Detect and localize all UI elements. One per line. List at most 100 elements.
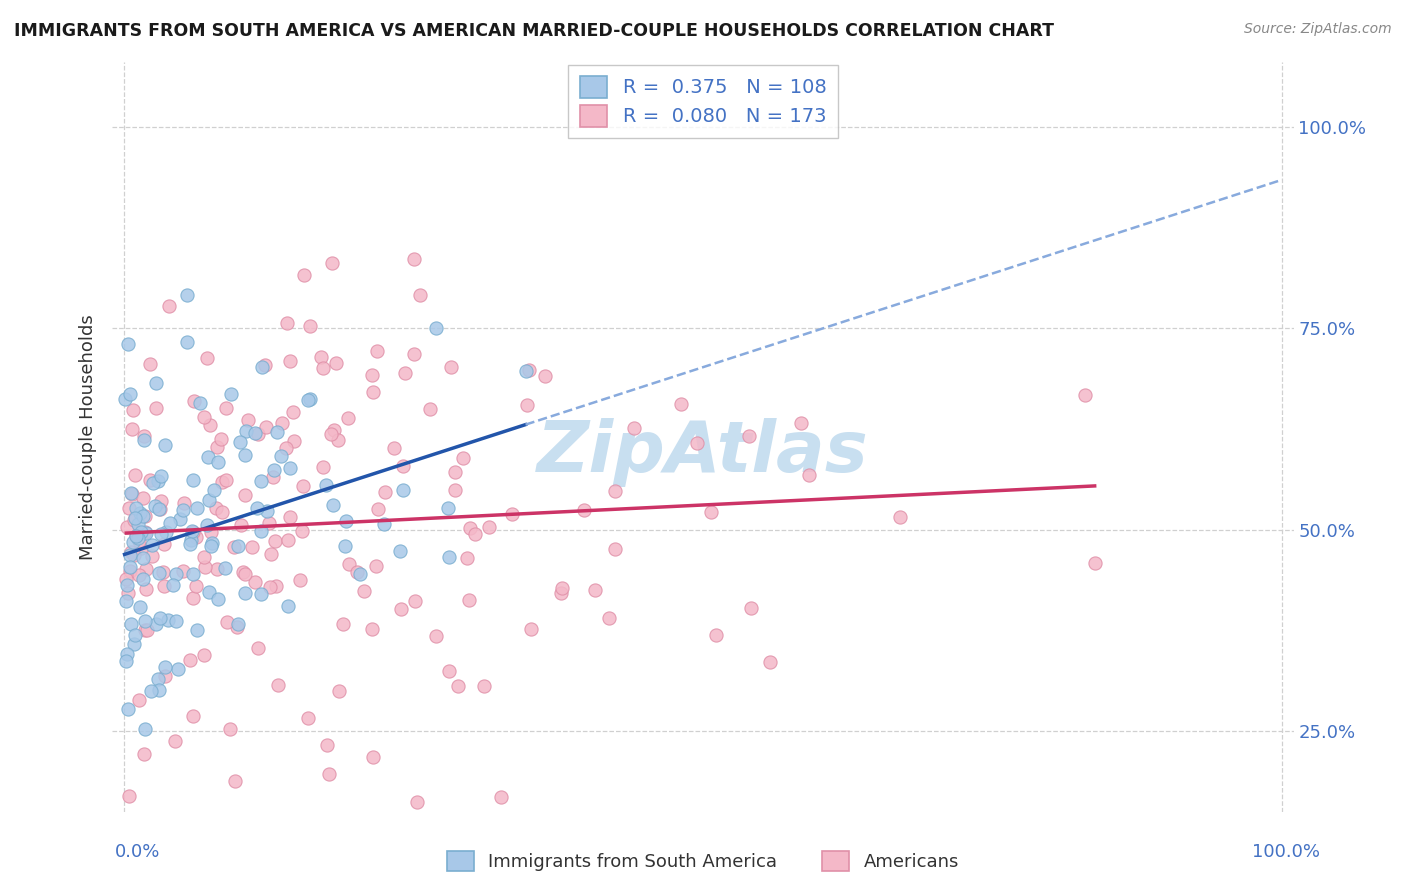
Point [270,449,292,463]
Point [366,343,388,358]
Point [583,583,606,598]
Point [131,524,153,539]
Point [292,268,315,282]
Point [219,722,242,736]
Point [444,465,467,479]
Point [669,397,692,411]
Legend: Immigrants from South America, Americans: Immigrants from South America, Americans [440,844,966,879]
Point [318,766,340,780]
Point [276,442,298,456]
Point [193,410,215,425]
Legend: R =  0.375   N = 108, R =  0.080   N = 173: R = 0.375 N = 108, R = 0.080 N = 173 [568,64,838,138]
Point [460,521,482,535]
Point [226,616,249,631]
Point [148,501,170,516]
Point [193,648,215,662]
Point [156,613,179,627]
Point [254,420,277,434]
Point [605,484,627,499]
Point [124,511,146,525]
Point [128,533,150,548]
Point [134,723,156,737]
Point [361,622,384,636]
Point [254,359,277,373]
Point [117,647,139,661]
Point [297,392,319,407]
Point [322,498,344,512]
Point [131,550,153,565]
Point [172,503,194,517]
Point [478,520,501,534]
Point [278,510,301,524]
Point [132,747,155,761]
Point [150,493,173,508]
Point [186,623,208,637]
Point [214,560,236,574]
Point [181,567,204,582]
Point [129,541,152,556]
Point [118,789,141,803]
Point [159,299,181,313]
Point [256,504,278,518]
Point [249,587,271,601]
Point [121,402,143,417]
Point [288,573,311,587]
Point [328,433,350,447]
Point [408,288,430,302]
Point [451,451,474,466]
Point [266,579,288,593]
Point [120,485,142,500]
Point [115,519,138,533]
Point [142,476,165,491]
Point [152,566,174,580]
Point [263,463,285,477]
Point [197,493,219,508]
Point [121,486,143,500]
Point [125,529,148,543]
Point [226,620,249,634]
Point [404,593,426,607]
Point [240,540,263,554]
Point [122,513,145,527]
Point [889,510,911,524]
Point [134,624,156,638]
Point [193,550,215,565]
Point [205,440,228,454]
Text: Source: ZipAtlas.com: Source: ZipAtlas.com [1244,22,1392,37]
Point [148,683,170,698]
Point [333,540,356,554]
Point [117,701,139,715]
Point [281,405,304,419]
Point [489,790,512,805]
Text: ZipAtlas: ZipAtlas [537,417,869,486]
Point [437,549,460,564]
Point [172,564,194,578]
Point [316,738,339,752]
Point [146,474,169,488]
Point [180,533,202,547]
Point [134,508,156,523]
Point [122,637,145,651]
Point [686,435,709,450]
Point [135,582,157,596]
Point [740,600,762,615]
Point [153,437,176,451]
Point [337,411,360,425]
Point [283,434,305,448]
Point [148,501,170,516]
Point [127,516,149,531]
Point [181,474,204,488]
Point [246,427,269,442]
Point [232,566,254,580]
Point [115,593,138,607]
Point [121,422,143,436]
Point [323,423,346,437]
Point [194,560,217,574]
Point [382,441,405,455]
Point [211,505,233,519]
Point [550,586,572,600]
Point [235,567,257,582]
Point [276,316,298,330]
Point [179,653,201,667]
Point [204,500,226,515]
